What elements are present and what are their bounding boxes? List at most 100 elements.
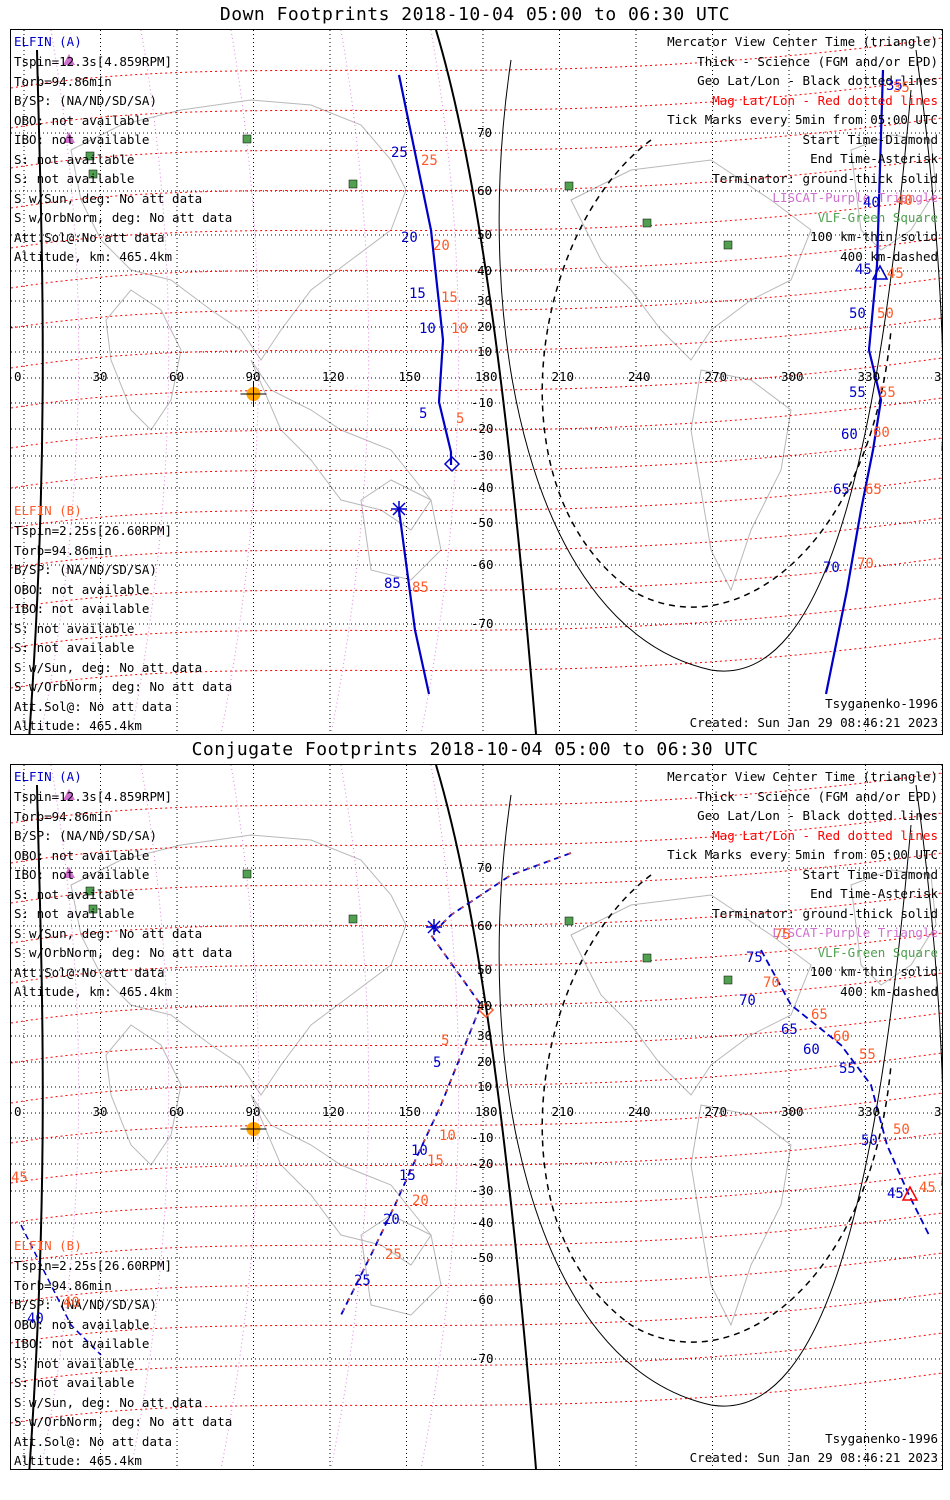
mag-lat-gridline bbox=[11, 972, 942, 1024]
elfin-b-info-line: Torb=94.86min bbox=[14, 542, 112, 558]
elfin-b-info-line: S w/Sun, deg: No att data bbox=[14, 659, 203, 675]
elfin-b-time-tick: 45 bbox=[919, 1180, 936, 1196]
elfin-b-time-tick: 70 bbox=[763, 975, 780, 991]
elfin-a-info-line: S: not available bbox=[14, 906, 135, 921]
lat-axis-label: -10 bbox=[471, 395, 494, 410]
elfin-b-info-line: S w/Sun, deg: No att data bbox=[14, 1394, 203, 1410]
mag-lon-gridline bbox=[420, 30, 460, 734]
elfin-a-info-line: OBO: not available bbox=[14, 847, 150, 863]
lat-axis-label: 10 bbox=[477, 1079, 493, 1094]
mag-lat-gridline bbox=[11, 397, 942, 449]
elfin-a-info-line: Altitude, km: 465.4km bbox=[14, 984, 173, 999]
lon-axis-label: 210 bbox=[551, 1104, 575, 1119]
lat-axis-label: -30 bbox=[471, 448, 494, 463]
lon-axis-label: 0 bbox=[14, 369, 22, 384]
elfin-a-time-tick: 55 bbox=[849, 385, 866, 401]
mag-lon-gridline bbox=[330, 30, 370, 734]
map-canvas bbox=[11, 765, 942, 1469]
panel-title-down: Down Footprints 2018-10-04 05:00 to 06:3… bbox=[219, 4, 731, 25]
altitude-100km-curve bbox=[915, 784, 942, 1185]
lon-axis-label: 30 bbox=[92, 1104, 108, 1119]
vlf-station-square bbox=[88, 169, 98, 179]
lat-axis-label: -50 bbox=[471, 515, 494, 530]
mag-lat-gridline bbox=[11, 1012, 942, 1064]
legend-line: Tick Marks every 5min from 05:00 UTC bbox=[667, 847, 938, 862]
liscat-triangle bbox=[63, 132, 75, 143]
mag-lat-gridline bbox=[11, 852, 942, 904]
continent-outline bbox=[70, 834, 407, 1096]
start-time-diamond bbox=[477, 1001, 495, 1019]
elfin-b-time-tick: 65 bbox=[865, 482, 882, 498]
elfin-b-info-line: Att.Sol@: No att data bbox=[14, 1433, 173, 1449]
legend-line: 100 km-thin solid bbox=[810, 964, 938, 979]
altitude-400km-curve bbox=[541, 139, 892, 608]
mag-lat-gridline bbox=[11, 1052, 942, 1104]
elfin-b-time-tick: 20 bbox=[433, 238, 450, 254]
lat-axis-label: 30 bbox=[477, 293, 493, 308]
lat-axis-label: -60 bbox=[471, 557, 494, 572]
mag-lat-gridline bbox=[11, 277, 942, 329]
elfin-b-info-line: IBO: not available bbox=[14, 1336, 150, 1351]
lon-axis-label: 120 bbox=[322, 369, 345, 384]
vlf-station-square bbox=[723, 240, 733, 250]
legend-line: Geo Lat/Lon - Black dotted lines bbox=[697, 808, 938, 823]
elfin-b-header: ELFIN (B) bbox=[14, 1238, 82, 1253]
lon-axis-label: 180 bbox=[475, 369, 498, 384]
elfin-b-info-line: B/SP: (NA/ND/SD/SA) bbox=[14, 562, 157, 577]
mag-lat-gridline bbox=[11, 77, 942, 129]
lon-axis-label: 330 bbox=[857, 1104, 881, 1119]
legend-line: Start Time-Diamond bbox=[802, 131, 938, 147]
lon-axis-label: 210 bbox=[551, 369, 575, 384]
lon-axis-label: 240 bbox=[628, 369, 651, 384]
elfin-b-time-tick: 60 bbox=[873, 425, 890, 441]
elfin-a-info-line: S w/OrbNorm, deg: No att data bbox=[14, 210, 233, 225]
continent-outline bbox=[690, 369, 792, 592]
created-timestamp: Created: Sun Jan 29 08:46:21 2023 bbox=[689, 715, 938, 730]
elfin-b-time-tick: 15 bbox=[441, 290, 458, 306]
legend-line: 100 km-thin solid bbox=[810, 229, 938, 244]
continent-outline bbox=[70, 99, 407, 361]
vlf-station-square bbox=[88, 904, 98, 914]
elfin-a-info-line: Tspin=12.3s[4.859RPM] bbox=[14, 54, 173, 69]
elfin-b-info-line: Altitude: 465.4km bbox=[14, 1453, 142, 1468]
lat-axis-label: 70 bbox=[477, 860, 493, 875]
lon-axis-label: 90 bbox=[245, 369, 261, 384]
lat-axis-label: 70 bbox=[477, 125, 493, 140]
elfin-b-time-tick: 15 bbox=[427, 1153, 444, 1169]
lat-axis-label: 30 bbox=[477, 1028, 493, 1043]
elfin-b-info-line: OBO: not available bbox=[14, 581, 150, 597]
legend-line: End Time-Asterisk bbox=[810, 151, 938, 166]
legend-line: Terminator: ground-thick solid bbox=[712, 170, 938, 186]
elfin-a-info-line: S w/OrbNorm, deg: No att data bbox=[14, 945, 233, 960]
altitude-100km-curve bbox=[915, 49, 942, 450]
elfin-b-time-tick: 75 bbox=[774, 927, 791, 943]
elfin-b-info-line: S: not available bbox=[14, 640, 135, 655]
elfin-a-time-tick: 15 bbox=[409, 286, 426, 302]
legend-line: Thick - Science (FGM and/or EPD) bbox=[697, 53, 938, 69]
legend-line: LISCAT-Purple Triangle bbox=[772, 190, 938, 205]
liscat-triangle bbox=[63, 867, 75, 878]
lon-axis-label: 180 bbox=[475, 1104, 498, 1119]
elfin-b-time-tick: 50 bbox=[893, 1122, 910, 1138]
lon-axis-label: 60 bbox=[169, 1104, 185, 1119]
elfin-a-time-tick: 40 bbox=[863, 195, 880, 211]
elfin-b-time-tick: 45 bbox=[887, 266, 904, 282]
legend-line: End Time-Asterisk bbox=[810, 886, 938, 901]
lat-axis-label: -50 bbox=[471, 1250, 494, 1265]
elfin-b-info-line: S: not available bbox=[14, 1355, 135, 1371]
end-time-asterisk bbox=[426, 919, 442, 935]
lat-axis-label: 40 bbox=[477, 263, 493, 278]
elfin-a-info-line: B/SP: (NA/ND/SD/SA) bbox=[14, 828, 157, 843]
mag-lat-gridline bbox=[11, 117, 942, 169]
mag-lat-gridline bbox=[11, 1132, 942, 1184]
mag-lat-gridline bbox=[11, 1252, 942, 1304]
mag-lat-gridline bbox=[11, 597, 942, 649]
legend-line: Tick Marks every 5min from 05:00 UTC bbox=[667, 112, 938, 127]
lat-axis-label: 50 bbox=[477, 962, 493, 977]
elfin-a-track bbox=[760, 949, 930, 1236]
elfin-b-info-line: Tspin=2.25s[26.60RPM] bbox=[14, 523, 173, 538]
mag-lat-gridline bbox=[11, 317, 942, 369]
liscat-triangle bbox=[63, 54, 75, 65]
continent-outline bbox=[850, 134, 937, 251]
mag-lon-gridline bbox=[220, 30, 260, 734]
